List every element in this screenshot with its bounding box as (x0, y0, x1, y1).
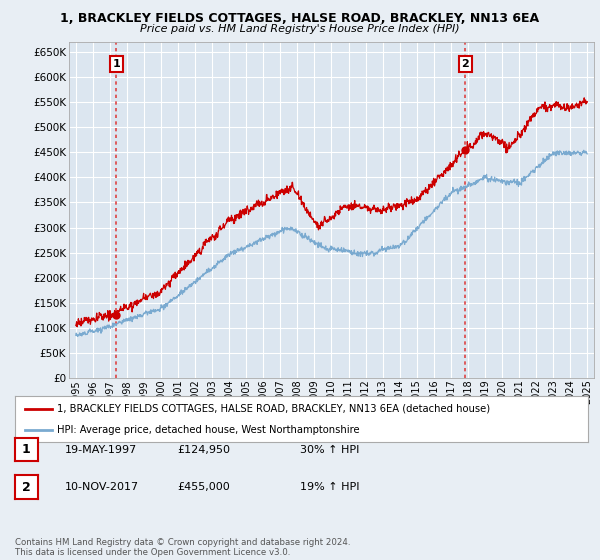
Text: £124,950: £124,950 (177, 445, 230, 455)
Text: 10-NOV-2017: 10-NOV-2017 (65, 482, 139, 492)
Text: HPI: Average price, detached house, West Northamptonshire: HPI: Average price, detached house, West… (57, 425, 359, 435)
Text: 1: 1 (22, 443, 31, 456)
Text: 1: 1 (112, 59, 120, 69)
Text: 2: 2 (461, 59, 469, 69)
Text: 1, BRACKLEY FIELDS COTTAGES, HALSE ROAD, BRACKLEY, NN13 6EA (detached house): 1, BRACKLEY FIELDS COTTAGES, HALSE ROAD,… (57, 404, 490, 414)
Text: 1, BRACKLEY FIELDS COTTAGES, HALSE ROAD, BRACKLEY, NN13 6EA: 1, BRACKLEY FIELDS COTTAGES, HALSE ROAD,… (61, 12, 539, 25)
Text: 19-MAY-1997: 19-MAY-1997 (65, 445, 137, 455)
Text: £455,000: £455,000 (177, 482, 230, 492)
Text: 19% ↑ HPI: 19% ↑ HPI (300, 482, 359, 492)
Text: 2: 2 (22, 480, 31, 494)
Text: Contains HM Land Registry data © Crown copyright and database right 2024.
This d: Contains HM Land Registry data © Crown c… (15, 538, 350, 557)
Text: 30% ↑ HPI: 30% ↑ HPI (300, 445, 359, 455)
Text: Price paid vs. HM Land Registry's House Price Index (HPI): Price paid vs. HM Land Registry's House … (140, 24, 460, 34)
